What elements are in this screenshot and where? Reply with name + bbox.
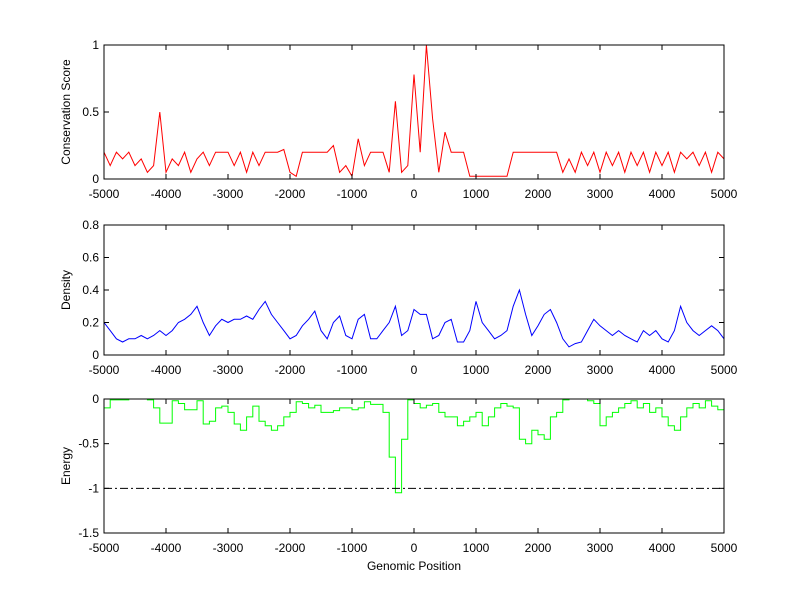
x-tick-label: -1000 bbox=[337, 187, 368, 201]
x-tick-label: -3000 bbox=[213, 541, 244, 555]
x-tick-label: -4000 bbox=[151, 187, 182, 201]
y-tick-label: -0.5 bbox=[78, 437, 99, 451]
x-tick-label: 1000 bbox=[463, 363, 490, 377]
x-tick-label: 5000 bbox=[711, 541, 738, 555]
x-tick-label: 3000 bbox=[587, 363, 614, 377]
x-tick-label: -3000 bbox=[213, 187, 244, 201]
axes-box bbox=[103, 398, 725, 534]
x-tick-label: -4000 bbox=[151, 541, 182, 555]
y-tick-label: -1 bbox=[88, 481, 99, 495]
data-series-line bbox=[103, 44, 725, 178]
x-tick-label: -1000 bbox=[337, 363, 368, 377]
x-tick-label: -3000 bbox=[213, 363, 244, 377]
subplot-3: -5000 -4000 -3000 -2000 -1000 0 1000 2000 3000 40… bbox=[59, 392, 738, 573]
x-tick-label: -2000 bbox=[275, 541, 306, 555]
x-tick-label: -5000 bbox=[89, 363, 120, 377]
x-tick-label: 4000 bbox=[649, 363, 676, 377]
x-tick-label: 5000 bbox=[711, 363, 738, 377]
data-series-line bbox=[104, 398, 725, 494]
subplot-1: -5000 -4000 -3000 -2000 -1000 0 1000 2000 3000 40… bbox=[59, 38, 738, 201]
y-axis-label: Conservation Score bbox=[59, 59, 73, 165]
x-tick-label: 4000 bbox=[649, 541, 676, 555]
y-tick-label: 0.6 bbox=[82, 251, 99, 265]
y-tick-label: 0.5 bbox=[82, 105, 99, 119]
x-tick-label: 2000 bbox=[525, 363, 552, 377]
x-tick-label: 5000 bbox=[711, 187, 738, 201]
x-tick-label: 1000 bbox=[463, 187, 490, 201]
x-tick-label: -5000 bbox=[89, 187, 120, 201]
y-tick-label: 0 bbox=[92, 348, 99, 362]
x-tick-label: -1000 bbox=[337, 541, 368, 555]
x-tick-label: -2000 bbox=[275, 187, 306, 201]
y-tick-label: 0.4 bbox=[82, 283, 99, 297]
axes-box bbox=[103, 224, 725, 356]
y-axis-label: Energy bbox=[59, 447, 73, 485]
x-tick-label: 0 bbox=[411, 187, 418, 201]
x-tick-label: 0 bbox=[411, 363, 418, 377]
subplot-2: -5000 -4000 -3000 -2000 -1000 0 1000 2000 3000 40… bbox=[59, 218, 738, 377]
y-tick-label: 0 bbox=[92, 172, 99, 186]
x-axis-label: Genomic Position bbox=[367, 559, 461, 573]
x-tick-label: -4000 bbox=[151, 363, 182, 377]
x-tick-label: 2000 bbox=[525, 541, 552, 555]
y-tick-label: 0 bbox=[92, 392, 99, 406]
y-tick-label: 0.8 bbox=[82, 218, 99, 232]
data-series-line bbox=[103, 288, 725, 348]
y-tick-label: 1 bbox=[92, 38, 99, 52]
x-tick-label: -5000 bbox=[89, 541, 120, 555]
x-tick-label: 3000 bbox=[587, 187, 614, 201]
x-tick-label: 2000 bbox=[525, 187, 552, 201]
x-tick-label: 3000 bbox=[587, 541, 614, 555]
x-tick-label: 0 bbox=[411, 541, 418, 555]
y-tick-label: -1.5 bbox=[78, 526, 99, 540]
x-tick-label: 4000 bbox=[649, 187, 676, 201]
y-axis-label: Density bbox=[59, 270, 73, 310]
x-tick-label: -2000 bbox=[275, 363, 306, 377]
y-tick-label: 0.2 bbox=[82, 316, 99, 330]
x-tick-label: 1000 bbox=[463, 541, 490, 555]
